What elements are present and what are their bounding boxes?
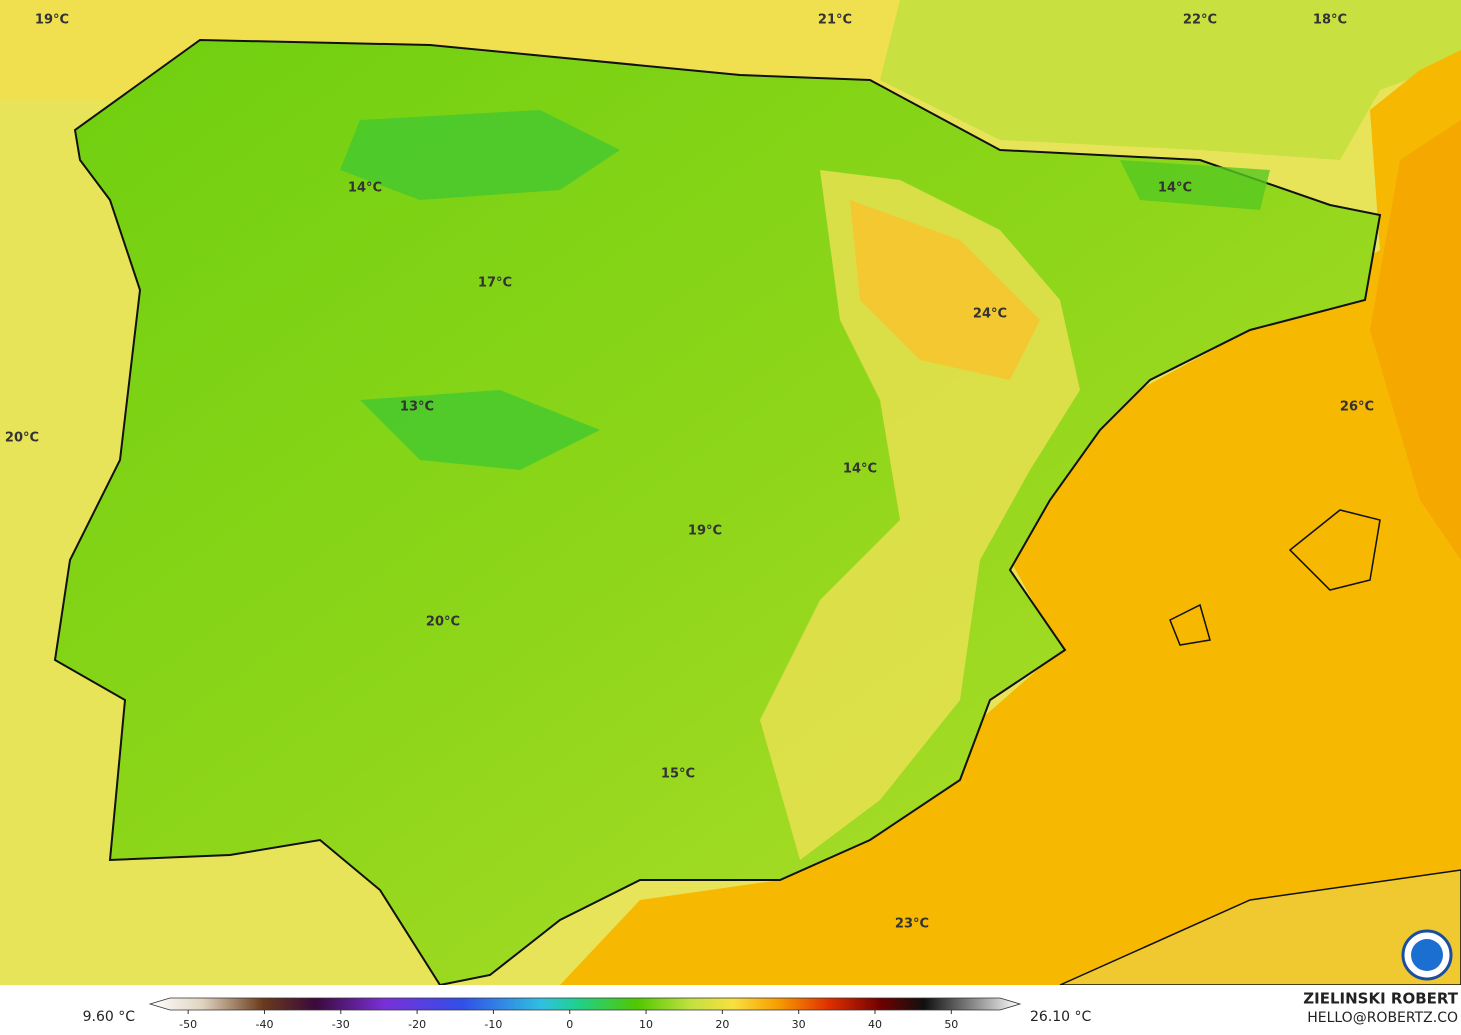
ibiza xyxy=(1169,603,1211,646)
colorbar-tick-label: 40 xyxy=(868,1018,882,1031)
temp-label: 26°C xyxy=(1340,400,1374,415)
noaa-logo-inner xyxy=(1411,939,1443,971)
temp-label: 14°C xyxy=(1158,181,1192,196)
temp-label: 18°C xyxy=(1313,13,1347,28)
cool-north xyxy=(340,110,620,200)
colorbar-tick-label: 30 xyxy=(792,1018,806,1031)
temp-label: 20°C xyxy=(426,615,460,630)
temp-label: 15°C xyxy=(661,767,695,782)
mallorca xyxy=(1288,509,1381,591)
colorbar xyxy=(148,997,1022,1011)
colorbar-tick-label: -30 xyxy=(332,1018,350,1031)
temp-label: 23°C xyxy=(895,917,929,932)
temp-label: 24°C xyxy=(973,307,1007,322)
colorbar-tick-label: -50 xyxy=(179,1018,197,1031)
colorbar-tick-label: -40 xyxy=(255,1018,273,1031)
temp-label: 22°C xyxy=(1183,13,1217,28)
credit-email: HELLO@ROBERTZ.CO xyxy=(1307,1010,1458,1026)
colorbar-tick-label: 0 xyxy=(566,1018,573,1031)
temp-label: 21°C xyxy=(818,13,852,28)
mediterranean xyxy=(560,50,1461,985)
colorbar-tick-label: -10 xyxy=(484,1018,502,1031)
mediterranean-warm xyxy=(1370,120,1461,560)
colorbar-tick-label: 50 xyxy=(944,1018,958,1031)
temp-label: 17°C xyxy=(478,276,512,291)
temp-label: 19°C xyxy=(35,13,69,28)
temp-label: 14°C xyxy=(348,181,382,196)
temp-label: 19°C xyxy=(688,524,722,539)
ebro-warm xyxy=(850,200,1040,380)
cool-pyrenees xyxy=(1120,160,1270,210)
temp-label: 14°C xyxy=(843,462,877,477)
colorbar-tick-label: -20 xyxy=(408,1018,426,1031)
iberia xyxy=(53,38,1382,987)
colorbar-max: 26.10 °C xyxy=(1030,1009,1092,1025)
map: 19°C 21°C 22°C 18°C 14°C 14°C 17°C 24°C … xyxy=(0,0,1461,987)
colorbar-tick-label: 20 xyxy=(715,1018,729,1031)
credit-name: ZIELINSKI ROBERT xyxy=(1303,990,1458,1008)
france xyxy=(880,0,1461,160)
cool-center xyxy=(360,390,600,470)
colorbar-tick-label: 10 xyxy=(639,1018,653,1031)
temp-label: 20°C xyxy=(5,431,39,446)
colorbar-min: 9.60 °C xyxy=(83,1009,136,1025)
temp-label: 13°C xyxy=(400,400,434,415)
